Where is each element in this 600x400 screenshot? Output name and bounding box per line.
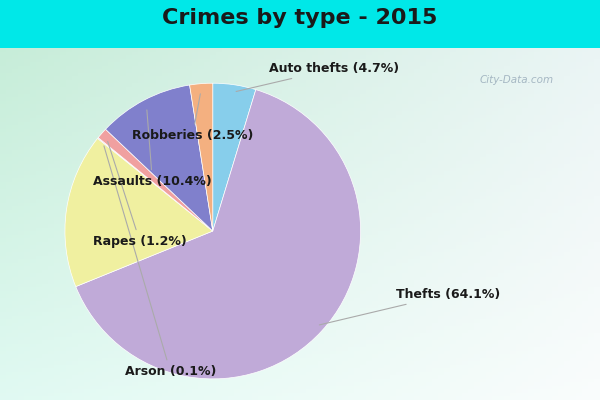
Text: Thefts (64.1%): Thefts (64.1%) xyxy=(319,288,500,325)
Wedge shape xyxy=(106,85,213,231)
Wedge shape xyxy=(98,138,213,231)
Text: Auto thefts (4.7%): Auto thefts (4.7%) xyxy=(236,62,399,92)
Text: Rapes (1.2%): Rapes (1.2%) xyxy=(93,142,187,248)
Text: City-Data.com: City-Data.com xyxy=(480,75,554,85)
Wedge shape xyxy=(98,129,213,231)
Text: Burglaries (16.9%): Burglaries (16.9%) xyxy=(0,399,1,400)
Wedge shape xyxy=(76,90,361,379)
Wedge shape xyxy=(190,83,213,231)
Text: Assaults (10.4%): Assaults (10.4%) xyxy=(93,110,212,188)
Text: Arson (0.1%): Arson (0.1%) xyxy=(104,146,216,378)
Text: Robberies (2.5%): Robberies (2.5%) xyxy=(132,94,253,142)
Wedge shape xyxy=(65,138,213,286)
Wedge shape xyxy=(213,83,256,231)
Text: Crimes by type - 2015: Crimes by type - 2015 xyxy=(163,8,437,28)
